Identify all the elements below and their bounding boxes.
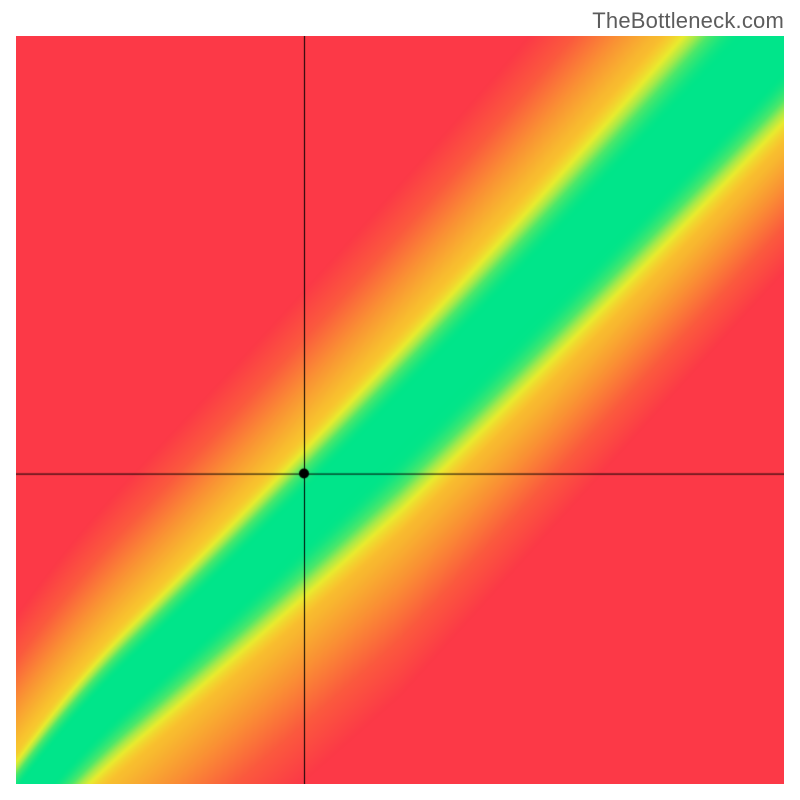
heatmap-canvas: [16, 36, 784, 784]
watermark-text: TheBottleneck.com: [592, 8, 784, 34]
heatmap-plot: [16, 36, 784, 784]
